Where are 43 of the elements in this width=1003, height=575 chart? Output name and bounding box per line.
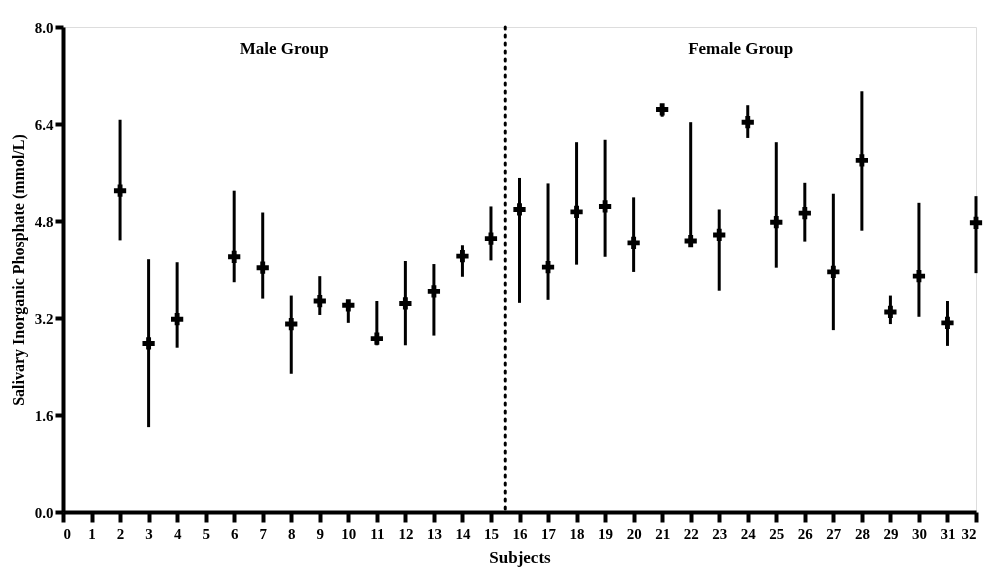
x-tick-label: 15 xyxy=(483,525,499,542)
y-tick-label: 3.2 xyxy=(34,310,54,327)
x-tick-label: 13 xyxy=(426,525,442,542)
annotation: Female Group xyxy=(688,39,794,58)
annotation: Male Group xyxy=(239,39,329,58)
x-tick-label: 1 xyxy=(88,525,96,542)
x-tick-label: 28 xyxy=(854,525,870,542)
x-tick-label: 3 xyxy=(145,525,153,542)
y-tick-label: 0.0 xyxy=(34,504,54,521)
x-axis-title: Subjects xyxy=(489,547,552,567)
x-tick-label: 20 xyxy=(626,525,642,542)
x-tick-label: 16 xyxy=(512,525,528,542)
x-tick-label: 6 xyxy=(230,525,239,542)
y-axis-title: Salivary Inorganic Phosphate (mmol/L) xyxy=(9,134,28,406)
x-tick-label: 9 xyxy=(316,525,325,542)
x-tick-label: 19 xyxy=(598,525,614,542)
y-tick-label: 8.0 xyxy=(34,19,54,36)
x-tick-label: 18 xyxy=(569,525,585,542)
x-tick-label: 21 xyxy=(655,525,671,542)
x-tick-label: 4 xyxy=(173,525,182,542)
x-tick-label: 26 xyxy=(797,525,814,542)
x-tick-label: 10 xyxy=(341,525,357,542)
x-tick-label: 7 xyxy=(259,525,268,542)
x-tick-label: 17 xyxy=(541,525,557,542)
x-tick-label: 22 xyxy=(683,525,699,542)
x-tick-label: 14 xyxy=(455,525,471,542)
x-tick-label: 23 xyxy=(712,525,728,542)
x-tick-label: 25 xyxy=(769,525,785,542)
x-tick-label: 0 xyxy=(63,525,71,542)
y-tick-label: 6.4 xyxy=(34,116,54,133)
x-tick-label: 5 xyxy=(202,525,210,542)
x-tick-label: 27 xyxy=(826,525,842,542)
x-tick-label: 31 xyxy=(940,525,956,542)
x-tick-label: 8 xyxy=(288,525,296,542)
y-tick-label: 1.6 xyxy=(34,407,54,424)
x-tick-label: 30 xyxy=(911,525,927,542)
x-tick-label: 29 xyxy=(883,525,899,542)
x-tick-label: 12 xyxy=(398,525,414,542)
y-tick-label: 4.8 xyxy=(34,213,54,230)
x-tick-label: 11 xyxy=(370,525,385,542)
x-tick-label: 24 xyxy=(740,525,757,542)
x-tick-label: 2 xyxy=(116,525,125,542)
x-tick-label: 32 xyxy=(961,525,977,542)
